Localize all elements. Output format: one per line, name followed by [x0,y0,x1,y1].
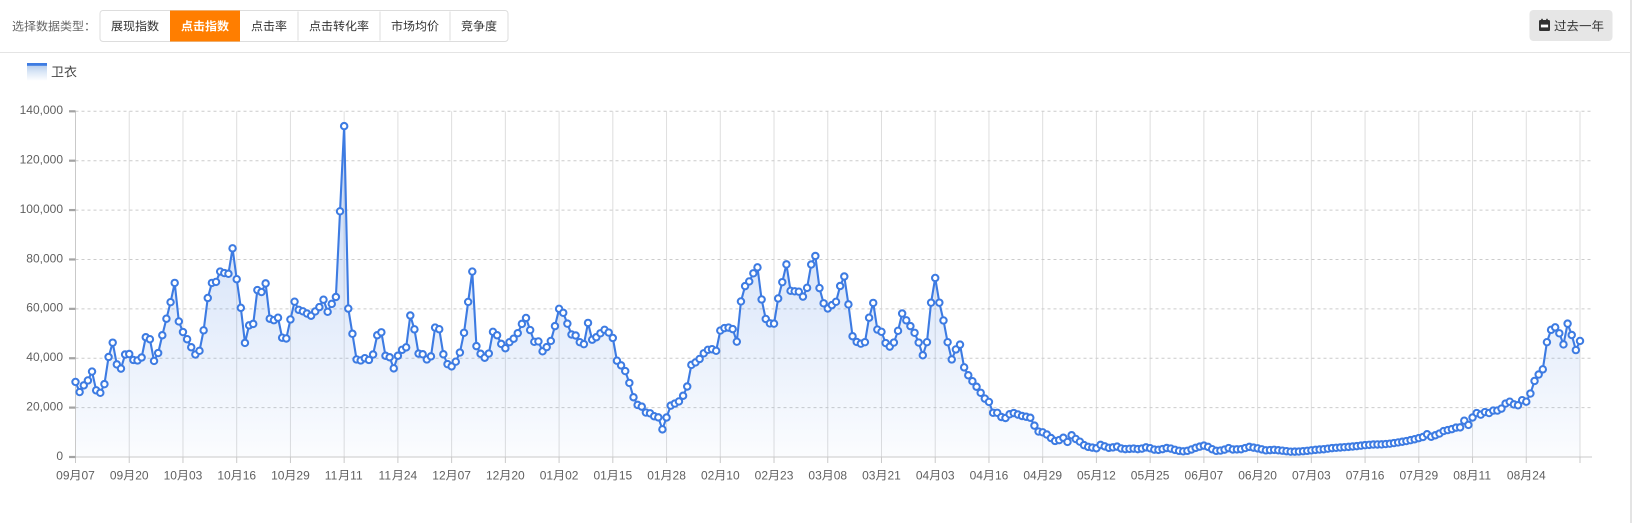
svg-text:12: 12 [1102,469,1116,483]
svg-text:20: 20 [511,469,525,483]
svg-text:29: 29 [1049,469,1063,483]
svg-text:10: 10 [726,469,740,483]
svg-text:03: 03 [862,469,876,483]
svg-text:03: 03 [808,469,822,483]
svg-text:11: 11 [379,469,392,483]
svg-text:08: 08 [1453,469,1467,483]
svg-text:08: 08 [1507,469,1521,483]
svg-text:06: 06 [1238,469,1252,483]
svg-text:09: 09 [110,469,124,483]
svg-text:02: 02 [701,469,715,483]
svg-text:04: 04 [916,469,930,483]
svg-text:01: 01 [647,469,661,483]
svg-text:20,000: 20,000 [26,399,63,413]
svg-text:15: 15 [619,469,633,483]
svg-text:23: 23 [780,469,794,483]
svg-text:05: 05 [1131,469,1145,483]
svg-text:06: 06 [1185,469,1199,483]
svg-text:40,000: 40,000 [26,350,63,364]
svg-text:120,000: 120,000 [20,152,64,166]
svg-text:04: 04 [970,469,984,483]
svg-text:03: 03 [189,469,203,483]
svg-text:29: 29 [296,469,310,483]
svg-text:07: 07 [1292,469,1306,483]
svg-text:01: 01 [593,469,607,483]
svg-text:07: 07 [458,469,472,483]
svg-text:08: 08 [834,469,848,483]
svg-text:02: 02 [565,469,579,483]
svg-text:20: 20 [1264,469,1278,483]
svg-text:11: 11 [1479,469,1492,483]
svg-text:0: 0 [56,449,63,463]
svg-text:140,000: 140,000 [20,103,64,117]
svg-text:10: 10 [217,469,231,483]
svg-text:28: 28 [673,469,687,483]
svg-text:11: 11 [350,469,363,483]
svg-text:07: 07 [1210,469,1224,483]
svg-text:12: 12 [486,469,500,483]
svg-text:02: 02 [755,469,769,483]
svg-text:07: 07 [1399,469,1413,483]
svg-text:16: 16 [243,469,257,483]
svg-text:03: 03 [941,469,955,483]
svg-text:05: 05 [1077,469,1091,483]
svg-text:07: 07 [82,469,96,483]
svg-text:80,000: 80,000 [26,251,63,265]
svg-text:03: 03 [1317,469,1331,483]
svg-text:29: 29 [1425,469,1439,483]
svg-text:12: 12 [432,469,446,483]
svg-text:20: 20 [135,469,149,483]
svg-text:24: 24 [404,469,418,483]
svg-text:16: 16 [1371,469,1385,483]
svg-text:16: 16 [995,469,1009,483]
svg-text:10: 10 [271,469,285,483]
svg-text:04: 04 [1023,469,1037,483]
svg-text:100,000: 100,000 [20,202,64,216]
svg-text:01: 01 [540,469,554,483]
svg-text:21: 21 [887,469,901,483]
svg-text:11: 11 [325,469,338,483]
svg-text:09: 09 [56,469,70,483]
svg-text:24: 24 [1532,469,1546,483]
svg-text:60,000: 60,000 [26,301,63,315]
svg-text:07: 07 [1346,469,1360,483]
svg-text:25: 25 [1156,469,1170,483]
svg-text:10: 10 [164,469,178,483]
